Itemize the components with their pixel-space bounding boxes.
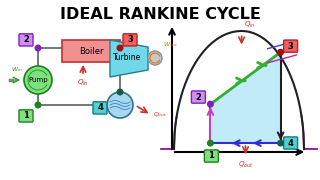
Circle shape xyxy=(208,101,213,107)
Text: 1: 1 xyxy=(208,152,214,161)
Text: 1: 1 xyxy=(23,111,29,120)
Circle shape xyxy=(107,92,133,118)
FancyBboxPatch shape xyxy=(93,102,107,114)
FancyBboxPatch shape xyxy=(284,40,298,52)
Circle shape xyxy=(35,102,41,108)
Text: Boiler: Boiler xyxy=(79,46,103,55)
Circle shape xyxy=(117,89,123,95)
FancyBboxPatch shape xyxy=(284,137,298,149)
Polygon shape xyxy=(211,52,281,143)
Text: $W_{in}$: $W_{in}$ xyxy=(11,65,23,74)
Circle shape xyxy=(278,140,284,146)
FancyBboxPatch shape xyxy=(19,110,33,122)
Circle shape xyxy=(35,45,41,51)
Text: $W_{out}$: $W_{out}$ xyxy=(163,40,179,50)
Text: Turbine: Turbine xyxy=(113,53,141,62)
FancyBboxPatch shape xyxy=(19,34,33,46)
Text: IDEAL RANKINE CYCLE: IDEAL RANKINE CYCLE xyxy=(60,7,260,22)
Text: 4: 4 xyxy=(97,103,103,112)
Text: Pump: Pump xyxy=(28,77,48,83)
Text: 3: 3 xyxy=(127,35,133,44)
Text: 3: 3 xyxy=(288,42,293,51)
Text: 2: 2 xyxy=(23,35,29,44)
Text: 4: 4 xyxy=(288,138,293,147)
Circle shape xyxy=(117,45,123,51)
Text: $Q_{in}$: $Q_{in}$ xyxy=(77,78,89,88)
FancyBboxPatch shape xyxy=(204,150,219,162)
Circle shape xyxy=(24,66,52,94)
Polygon shape xyxy=(110,40,148,77)
Text: 2: 2 xyxy=(196,93,201,102)
Text: $Q_{out}$: $Q_{out}$ xyxy=(153,111,167,119)
Text: $Q_{in}$: $Q_{in}$ xyxy=(244,20,255,30)
FancyBboxPatch shape xyxy=(62,40,120,62)
FancyBboxPatch shape xyxy=(123,34,137,46)
FancyBboxPatch shape xyxy=(191,91,205,103)
Text: $Q_{out}$: $Q_{out}$ xyxy=(238,160,253,170)
Circle shape xyxy=(278,50,284,55)
Circle shape xyxy=(208,140,213,146)
Circle shape xyxy=(148,51,162,65)
